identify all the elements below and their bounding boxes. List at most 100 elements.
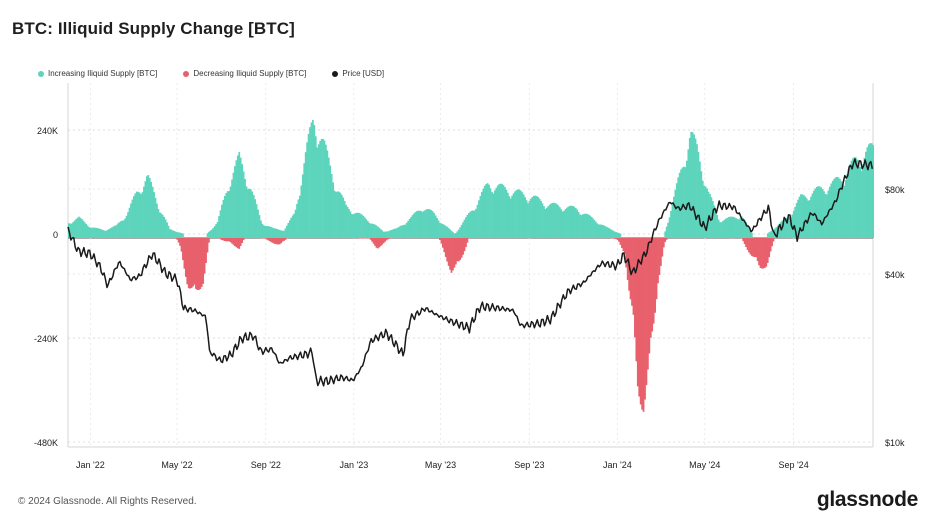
bar-increasing: [486, 183, 489, 238]
bar-increasing: [356, 212, 359, 238]
bar-increasing: [80, 219, 83, 238]
bar-increasing: [688, 137, 691, 238]
bar-decreasing: [387, 238, 389, 240]
bar-increasing: [869, 143, 872, 238]
bar-increasing: [322, 138, 324, 238]
bar-increasing: [216, 222, 219, 238]
bar-increasing: [815, 186, 818, 238]
bar-increasing: [258, 215, 261, 238]
bar-decreasing: [647, 238, 649, 370]
bar-increasing: [69, 223, 72, 238]
legend-swatch-price: [332, 70, 339, 77]
bar-decreasing: [459, 238, 462, 260]
bar-increasing: [696, 144, 698, 238]
bar-decreasing: [758, 238, 760, 266]
bar-increasing: [235, 160, 238, 238]
bar-decreasing: [223, 238, 226, 241]
bar-decreasing: [619, 238, 622, 245]
legend-item-increasing[interactable]: Increasing Iliquid Supply [BTC]: [38, 69, 157, 78]
bar-increasing: [365, 219, 368, 238]
bar-decreasing: [457, 238, 460, 262]
bar-increasing: [616, 232, 619, 238]
bar-increasing: [612, 230, 615, 238]
bar-increasing: [75, 219, 77, 238]
bar-increasing: [697, 151, 700, 238]
bar-increasing: [707, 191, 710, 238]
bar-decreasing: [193, 238, 196, 285]
bar-decreasing: [623, 238, 626, 254]
bar-increasing: [530, 198, 532, 238]
bar-increasing: [553, 202, 555, 238]
x-tick-label: May '24: [689, 460, 720, 470]
bar-increasing: [239, 157, 242, 238]
bar-increasing: [388, 230, 391, 238]
bar-increasing: [564, 209, 567, 238]
bar-increasing: [271, 227, 274, 238]
y-left-tick-label: -240K: [34, 334, 58, 344]
bar-decreasing: [186, 238, 189, 285]
bar-increasing: [377, 226, 379, 238]
bar-decreasing: [466, 238, 469, 243]
bar-increasing: [576, 209, 579, 238]
bar-increasing: [569, 205, 571, 238]
bar-increasing: [446, 226, 449, 238]
price-line: [67, 158, 874, 387]
bar-increasing: [284, 228, 287, 238]
bar-increasing: [95, 227, 98, 238]
legend-item-decreasing[interactable]: Decreasing Iliquid Supply [BTC]: [183, 69, 306, 78]
bar-increasing: [667, 222, 669, 238]
bar-decreasing: [280, 238, 283, 244]
bar-increasing: [128, 207, 131, 238]
bar-increasing: [449, 229, 451, 238]
bar-decreasing: [665, 238, 668, 240]
legend-item-price[interactable]: Price [USD]: [332, 69, 384, 78]
bar-increasing: [479, 196, 482, 238]
bar-increasing: [92, 227, 95, 238]
bar-increasing: [808, 200, 811, 238]
bar-increasing: [109, 228, 112, 238]
bar-decreasing: [234, 238, 236, 247]
bar-increasing: [265, 225, 268, 238]
bar-decreasing: [632, 238, 635, 315]
bar-increasing: [229, 186, 232, 238]
x-tick-label: Jan '23: [340, 460, 369, 470]
bar-decreasing: [385, 238, 388, 241]
bar-decreasing: [761, 238, 763, 269]
bar-increasing: [361, 214, 363, 238]
bar-increasing: [740, 216, 743, 238]
bar-increasing: [405, 222, 408, 238]
bar-increasing: [447, 228, 450, 238]
bar-decreasing: [772, 238, 775, 242]
bar-decreasing: [613, 238, 616, 239]
bar-decreasing: [265, 238, 268, 240]
x-tick-label: Jan '22: [76, 460, 105, 470]
bar-increasing: [457, 229, 460, 238]
bar-increasing: [517, 189, 519, 238]
bar-increasing: [82, 220, 85, 238]
bar-decreasing: [749, 238, 752, 255]
bar-increasing: [710, 197, 713, 238]
bar-decreasing: [636, 238, 639, 387]
bar-increasing: [431, 211, 434, 238]
bar-increasing: [206, 233, 209, 238]
bar-increasing: [522, 194, 525, 238]
bar-decreasing: [239, 238, 242, 246]
bar-decreasing: [368, 238, 371, 239]
bar-increasing: [505, 189, 508, 238]
bar-increasing: [118, 222, 121, 238]
bar-increasing: [482, 188, 485, 238]
bar-increasing: [397, 227, 399, 238]
bar-increasing: [281, 230, 284, 238]
bar-decreasing: [271, 238, 274, 243]
bar-increasing: [540, 200, 542, 238]
bar-increasing: [423, 210, 425, 238]
bar-increasing: [839, 178, 841, 238]
bar-increasing: [277, 229, 280, 238]
bar-increasing: [704, 186, 707, 238]
bar-increasing: [297, 199, 300, 238]
bar-increasing: [317, 144, 320, 238]
bar-increasing: [454, 233, 457, 238]
bar-increasing: [262, 225, 265, 238]
bar-decreasing: [372, 238, 375, 244]
